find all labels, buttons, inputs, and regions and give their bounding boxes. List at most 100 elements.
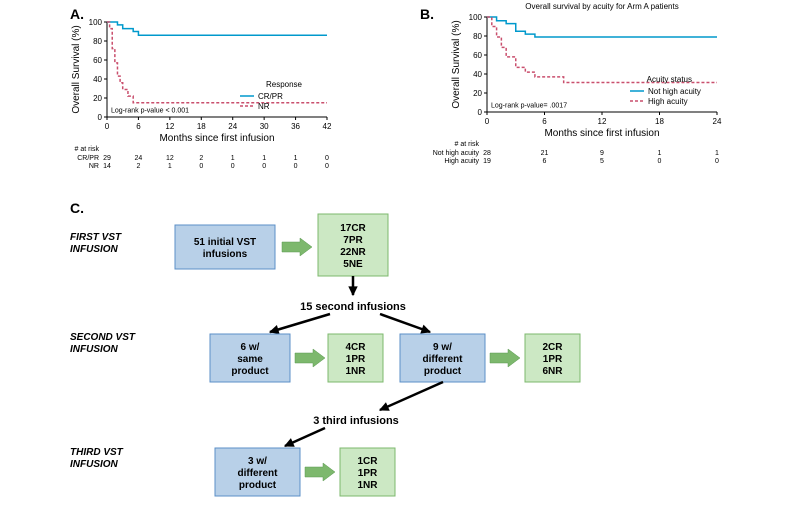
box-initial-text: 51 initial VST	[194, 237, 256, 248]
svg-text:42: 42	[323, 122, 332, 131]
arrowhead-icon	[285, 439, 294, 446]
legend-item-2: NR	[258, 102, 270, 111]
svg-text:24: 24	[228, 122, 237, 131]
arrowhead-icon	[380, 403, 389, 410]
svg-text:20: 20	[473, 89, 482, 98]
box-diff9-out-text: 6NR	[542, 366, 563, 377]
svg-text:100: 100	[89, 18, 103, 27]
x-axis-label: Months since first infusion	[159, 133, 274, 144]
row-label-third: THIRD VST	[70, 447, 124, 458]
risk-cell: 1	[658, 150, 662, 157]
box-diff9-text: 9 w/	[433, 342, 452, 353]
svg-text:6: 6	[136, 122, 141, 131]
svg-text:30: 30	[260, 122, 269, 131]
risk-cell: 9	[600, 150, 604, 157]
box-diff3-out-text: 1PR	[358, 468, 378, 479]
svg-text:12: 12	[165, 122, 174, 131]
row-label-first2: INFUSION	[70, 244, 119, 255]
box-initial-out-text: 17CR	[340, 223, 366, 234]
box-diff9-out-text: 2CR	[542, 342, 563, 353]
risk-row-label: High acuity	[444, 158, 479, 165]
risk-cell: 0	[325, 155, 329, 162]
svg-text:0: 0	[478, 108, 483, 117]
svg-text:60: 60	[473, 51, 482, 60]
box-same6-out-text: 4CR	[345, 342, 366, 353]
risk-cell: 24	[135, 155, 143, 162]
risk-cell: 1	[262, 155, 266, 162]
risk-cell: 19	[483, 158, 491, 165]
svg-text:80: 80	[93, 37, 102, 46]
box-diff3-text: different	[238, 468, 279, 479]
panel-c-flowchart: FIRST VSTINFUSIONSECOND VSTINFUSIONTHIRD…	[70, 210, 730, 525]
risk-cell: 29	[103, 155, 111, 162]
risk-cell: 0	[715, 158, 719, 165]
x-axis-label: Months since first infusion	[544, 128, 659, 139]
box-same6-out-text: 1PR	[346, 354, 366, 365]
legend-item-2: High acuity	[648, 97, 688, 106]
svg-text:20: 20	[93, 94, 102, 103]
km-curve-2	[487, 17, 717, 83]
arrow-icon	[295, 349, 325, 367]
box-initial-out-text: 5NE	[343, 259, 363, 270]
arrow-icon	[490, 349, 520, 367]
risk-cell: 0	[325, 163, 329, 170]
svg-text:36: 36	[291, 122, 300, 131]
arrowhead-icon	[270, 326, 279, 333]
second-heading: 15 second infusions	[300, 301, 406, 313]
box-initial-out-text: 7PR	[343, 235, 363, 246]
risk-row-label: NR	[89, 163, 99, 170]
risk-cell: 0	[262, 163, 266, 170]
risk-cell: 1	[715, 150, 719, 157]
risk-cell: 12	[166, 155, 174, 162]
risk-cell: 1	[294, 155, 298, 162]
legend-title: Response	[266, 80, 303, 89]
svg-text:18: 18	[655, 117, 664, 126]
svg-text:80: 80	[473, 32, 482, 41]
svg-text:60: 60	[93, 56, 102, 65]
risk-cell: 2	[199, 155, 203, 162]
box-diff9-out-text: 1PR	[543, 354, 563, 365]
arrowhead-icon	[349, 287, 357, 295]
connector	[380, 382, 443, 410]
legend-item-1: CR/PR	[258, 92, 283, 101]
risk-row-label: CR/PR	[77, 155, 99, 162]
svg-text:40: 40	[473, 70, 482, 79]
row-label-first: FIRST VST	[70, 232, 122, 243]
box-initial-out-text: 22NR	[340, 247, 366, 258]
box-diff3-text: product	[239, 480, 277, 491]
risk-cell: 21	[541, 150, 549, 157]
box-same6-text: same	[237, 354, 263, 365]
logrank-text: Log-rank p-value= .0017	[491, 102, 567, 109]
svg-text:0: 0	[105, 122, 110, 131]
risk-cell: 6	[543, 158, 547, 165]
risk-row-label: Not high acuity	[433, 150, 480, 157]
box-diff3-text: 3 w/	[248, 456, 267, 467]
y-axis-label: Overall Survival (%)	[451, 20, 462, 108]
svg-text:18: 18	[197, 122, 206, 131]
svg-text:40: 40	[93, 75, 102, 84]
svg-text:0: 0	[485, 117, 490, 126]
risk-cell: 1	[231, 155, 235, 162]
connector	[270, 314, 330, 332]
box-diff3-out-text: 1CR	[357, 456, 378, 467]
arrowhead-icon	[421, 326, 430, 333]
risk-cell: 0	[658, 158, 662, 165]
box-same6-out-text: 1NR	[345, 366, 366, 377]
arrow-icon	[282, 238, 312, 256]
box-diff3-out-text: 1NR	[357, 480, 378, 491]
arrow-icon	[305, 463, 335, 481]
risk-cell: 1	[168, 163, 172, 170]
risk-cell: 14	[103, 163, 111, 170]
panel-a-chart: 02040608010006121824303642Overall Surviv…	[62, 10, 362, 185]
km-curve-1	[107, 22, 327, 35]
risk-cell: 2	[136, 163, 140, 170]
svg-text:6: 6	[542, 117, 547, 126]
logrank-text: Log-rank p-value < 0.001	[111, 107, 189, 114]
svg-text:100: 100	[469, 13, 483, 22]
third-heading: 3 third infusions	[313, 415, 399, 427]
km-curve-2	[107, 22, 327, 103]
risk-cell: 0	[294, 163, 298, 170]
legend-title: Acuity status	[647, 75, 692, 84]
box-initial-text: infusions	[203, 249, 248, 260]
chart-title: Overall survival by acuity for Arm A pat…	[525, 2, 678, 11]
